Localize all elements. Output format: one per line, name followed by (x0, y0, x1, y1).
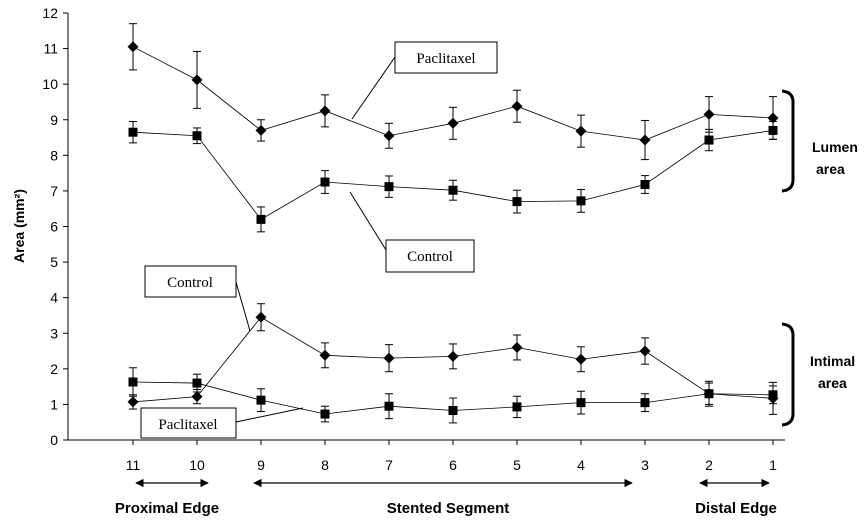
series-lumen-square (128, 121, 778, 233)
data-point-square (768, 390, 778, 400)
data-point-square (704, 135, 714, 145)
data-point-diamond (639, 134, 651, 146)
data-point-diamond (575, 125, 587, 137)
data-point-square (384, 182, 394, 192)
series-layer (127, 23, 779, 424)
data-point-diamond (191, 391, 203, 403)
data-point-diamond (767, 112, 779, 124)
distal-edge-label: Distal Edge (695, 500, 777, 517)
callout-lumen-paclitaxel: Paclitaxel (351, 41, 498, 120)
callout-intimal-control-label: Control (167, 275, 213, 291)
data-point-diamond (255, 311, 267, 323)
callout-lumen-control-label: Control (407, 249, 453, 265)
lumen-area-label-line2: area (816, 161, 845, 177)
x-tick-label: 1 (769, 457, 777, 473)
data-point-square (320, 177, 330, 187)
data-point-diamond (191, 74, 203, 86)
data-point-square (768, 125, 778, 135)
data-point-square (512, 402, 522, 412)
y-tick-label: 6 (50, 219, 58, 235)
data-point-square (704, 389, 714, 399)
callout-intimal-paclitaxel: Paclitaxel (140, 407, 304, 439)
data-point-square (192, 378, 202, 388)
y-tick-label: 7 (50, 183, 58, 199)
data-point-square (128, 377, 138, 387)
data-point-diamond (127, 41, 139, 53)
y-tick-label: 3 (50, 325, 58, 341)
callout-lumen-control: Control (349, 191, 475, 273)
data-point-diamond (703, 108, 715, 120)
proximal-edge-label: Proximal Edge (115, 500, 219, 517)
lumen-area-bracket: Lumen area (781, 89, 858, 193)
stented-segment-label: Stented Segment (387, 500, 510, 517)
intimal-area-label-line1: Intimal (810, 353, 855, 369)
data-point-diamond (127, 396, 139, 408)
data-point-square (320, 409, 330, 419)
data-point-diamond (575, 353, 587, 365)
y-tick-label: 11 (43, 41, 58, 57)
x-tick-label: 6 (449, 457, 457, 473)
x-tick-label: 2 (705, 457, 713, 473)
data-point-square (192, 131, 202, 141)
data-point-square (576, 398, 586, 408)
intimal-area-bracket: Intimal area (781, 322, 855, 427)
x-tick-label: 9 (257, 457, 265, 473)
x-tick-label: 8 (321, 457, 329, 473)
data-point-diamond (447, 350, 459, 362)
data-point-square (384, 401, 394, 411)
y-tick-label: 1 (50, 396, 58, 412)
data-point-diamond (511, 100, 523, 112)
data-point-square (256, 395, 266, 405)
series-intimal-square (128, 367, 778, 424)
y-tick-label: 4 (50, 290, 58, 306)
data-point-diamond (511, 341, 523, 353)
series-line (132, 130, 774, 220)
y-tick-label: 2 (50, 361, 58, 377)
y-axis-title: Area (mm²) (11, 189, 27, 263)
data-point-diamond (255, 124, 267, 136)
data-point-square (256, 214, 266, 224)
x-tick-label: 3 (641, 457, 649, 473)
callout-intimal-control: Control (144, 265, 251, 332)
data-point-diamond (383, 352, 395, 364)
x-tick-label: 5 (513, 457, 521, 473)
lumen-area-label-line1: Lumen (812, 139, 858, 155)
y-tick-label: 5 (50, 254, 58, 270)
data-point-square (640, 180, 650, 190)
y-tick-label: 12 (42, 5, 58, 21)
y-tick-label: 10 (42, 76, 58, 92)
data-point-square (640, 398, 650, 408)
data-point-diamond (447, 117, 459, 129)
x-tick-label: 7 (385, 457, 393, 473)
data-point-diamond (319, 105, 331, 117)
data-point-diamond (639, 345, 651, 357)
y-tick-label: 8 (50, 147, 58, 163)
data-point-diamond (383, 130, 395, 142)
intimal-area-label-line2: area (818, 375, 847, 391)
data-point-square (448, 185, 458, 195)
data-point-diamond (319, 349, 331, 361)
data-point-square (512, 197, 522, 207)
data-point-square (448, 405, 458, 415)
data-point-square (576, 196, 586, 206)
y-tick-label: 0 (50, 432, 58, 448)
data-point-square (128, 127, 138, 137)
x-tick-label: 10 (189, 457, 205, 473)
x-tick-label: 4 (577, 457, 585, 473)
callout-lumen-paclitaxel-label: Paclitaxel (416, 51, 475, 67)
x-tick-label: 11 (126, 457, 141, 473)
y-tick-label: 9 (50, 112, 58, 128)
callout-intimal-paclitaxel-label: Paclitaxel (158, 417, 217, 433)
